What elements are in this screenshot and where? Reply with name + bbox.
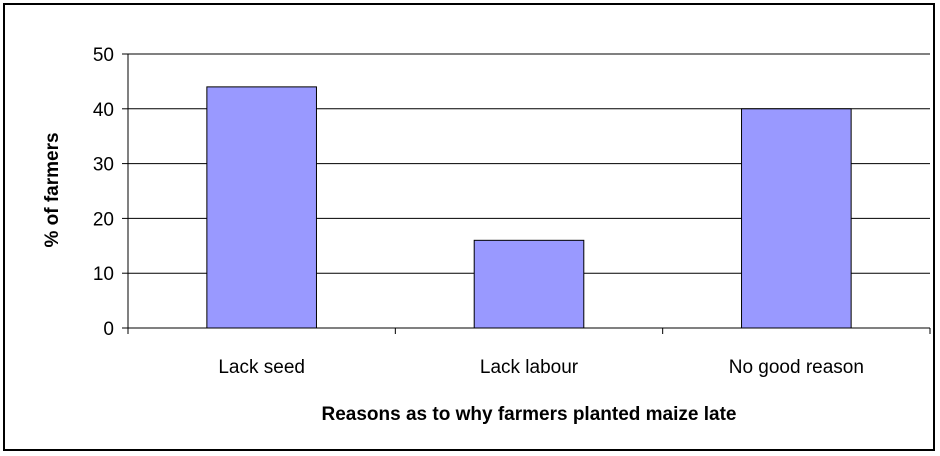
axes	[122, 53, 931, 334]
bar-lack-seed	[206, 86, 317, 329]
y-tick-labels: 0 10 20 30 40 50	[93, 45, 114, 340]
y-tick-label: 20	[93, 209, 114, 230]
x-tick-label: No good reason	[729, 357, 864, 378]
x-tick-label: Lack labour	[480, 357, 579, 378]
y-axis-title: % of farmers	[42, 132, 63, 247]
x-tick-label: Lack seed	[218, 357, 305, 378]
x-axis-title: Reasons as to why farmers planted maize …	[322, 404, 737, 425]
y-tick-label: 50	[93, 45, 114, 66]
y-tick-label: 0	[103, 319, 114, 340]
bar-lack-labour	[473, 239, 585, 329]
y-tick-label: 10	[93, 264, 114, 285]
y-tick-label: 30	[93, 155, 114, 176]
bars	[206, 86, 852, 329]
bar-no-good-reason	[741, 108, 852, 329]
y-tick-label: 40	[93, 100, 114, 121]
x-tick-labels: Lack seed Lack labour No good reason	[218, 357, 864, 378]
